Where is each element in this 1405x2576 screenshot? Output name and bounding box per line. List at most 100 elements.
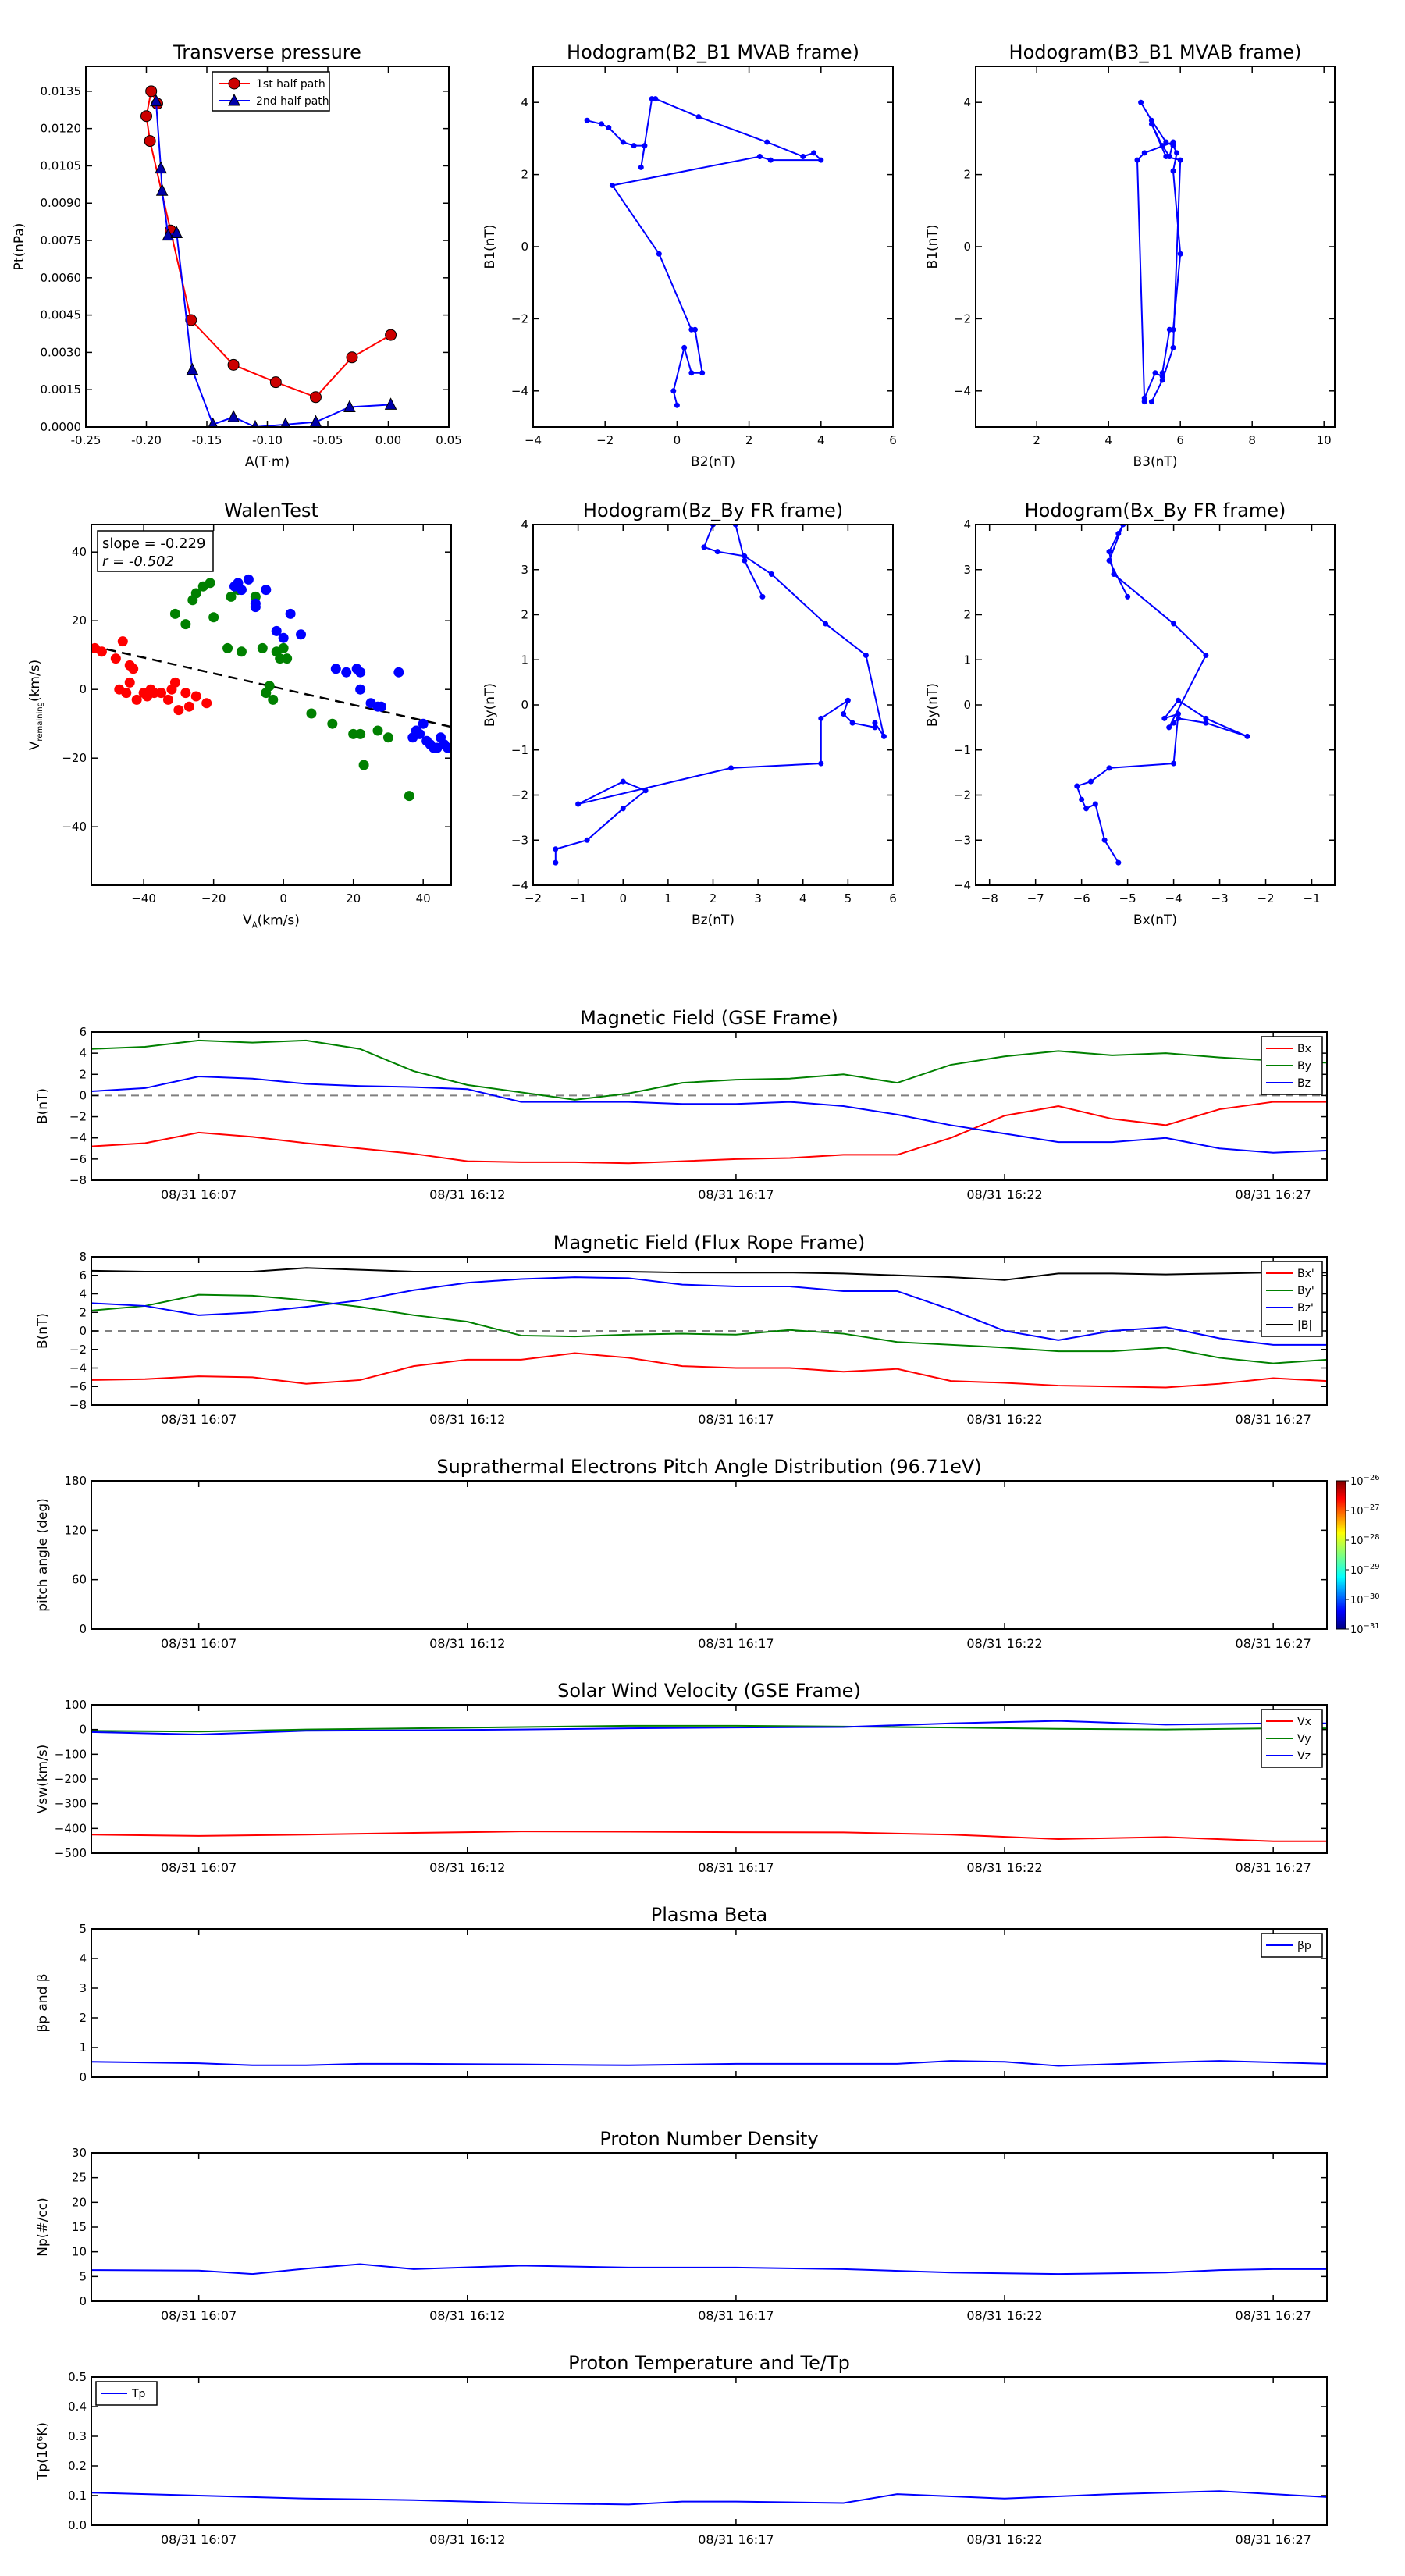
x-tick-label-5: −5	[1119, 891, 1136, 906]
data-point-3	[330, 664, 341, 674]
data-point-5	[1125, 593, 1131, 600]
data-point-3	[355, 684, 366, 695]
legend-label: Bz'	[1297, 1302, 1314, 1315]
x-axis-label-4: Bz(nT)	[692, 913, 735, 928]
data-point-1	[767, 157, 774, 163]
plot-frame-12	[91, 2376, 1328, 2526]
y-tick-label-5: 4	[963, 518, 971, 532]
data-point-3	[173, 705, 184, 716]
y-tick-label-7: 0	[79, 1324, 87, 1338]
data-point-1	[764, 139, 770, 145]
data-point-5	[1175, 715, 1181, 721]
data-point-2	[1148, 399, 1154, 405]
data-point-4	[845, 697, 851, 703]
data-point-4	[818, 715, 824, 721]
x-tick-label-0: 0.05	[436, 433, 461, 447]
x-tick-label-3: −20	[201, 891, 226, 906]
data-point-2	[1177, 157, 1183, 163]
data-point-2	[1141, 399, 1147, 405]
y-tick-label-10: 1	[79, 2041, 87, 2055]
panel-11: Proton Number Density 08/31 16:07 08/31 16…	[35, 2128, 1328, 2323]
time-tick-label: 08/31 16:17	[698, 1412, 774, 1427]
data-point-2	[1170, 168, 1176, 174]
data-point-4	[849, 720, 855, 726]
data-point-4	[701, 544, 707, 550]
x-tick-label-2: 10	[1317, 433, 1332, 447]
y-tick-label-6: 6	[79, 1025, 87, 1039]
data-point-4	[818, 760, 824, 767]
y-tick-label-11: 20	[72, 2195, 87, 2209]
time-tick-label: 08/31 16:12	[429, 1412, 505, 1427]
data-point-0	[170, 226, 183, 238]
data-point-1	[620, 139, 626, 145]
y-tick-label-5: −3	[954, 833, 971, 847]
data-point-0	[140, 110, 152, 123]
y-axis-label-2: B1(nT)	[925, 225, 941, 269]
data-point-4	[841, 711, 847, 717]
panel-title-3: WalenTest	[224, 500, 318, 521]
data-point-5	[1106, 557, 1112, 564]
data-point-3	[180, 619, 191, 630]
y-tick-label-0: 0.0135	[41, 84, 82, 98]
y-tick-label-4: −2	[511, 788, 528, 802]
legend-label: Vz	[1297, 1750, 1311, 1763]
data-point-5	[1087, 778, 1094, 785]
data-point-3	[131, 694, 142, 705]
x-tick-label-4: 4	[799, 891, 807, 906]
y-tick-label-7: −6	[69, 1379, 87, 1393]
y-axis-label-6: B(nT)	[35, 1088, 51, 1124]
colorbar-tick-label: 10−26	[1350, 1474, 1380, 1488]
y-tick-label-6: −2	[69, 1110, 87, 1124]
plot-area-12	[91, 2490, 1327, 2506]
data-point-3	[190, 588, 201, 599]
data-point-1	[692, 326, 698, 333]
data-point-5	[1083, 806, 1090, 812]
y-axis-label-1: B1(nT)	[482, 225, 498, 269]
data-point-0	[155, 183, 169, 196]
y-tick-label-6: −8	[69, 1173, 87, 1187]
y-tick-label-8: 0	[79, 1622, 87, 1636]
y-tick-label-0: 0.0090	[41, 196, 82, 210]
y-tick-label-5: 2	[963, 608, 971, 622]
series-line-Vx	[91, 1831, 1327, 1842]
data-point-3	[250, 602, 261, 613]
x-tick-label-4: 2	[710, 891, 717, 906]
time-tick-label: 08/31 16:22	[966, 1412, 1042, 1427]
data-point-1	[642, 143, 648, 149]
data-point-0	[280, 417, 290, 427]
x-tick-label-0: -0.05	[313, 433, 343, 447]
y-tick-label-9: 100	[64, 1698, 87, 1712]
data-point-3	[264, 681, 275, 692]
data-point-5	[1175, 711, 1181, 717]
y-tick-label-12: 0.1	[68, 2489, 87, 2503]
series-line-Bx	[91, 1101, 1327, 1165]
x-tick-label-0: -0.20	[131, 433, 162, 447]
data-point-3	[96, 646, 107, 657]
data-point-3	[327, 718, 338, 729]
panel-7: Magnetic Field (Flux Rope Frame) 08/31 16…	[35, 1232, 1328, 1427]
y-tick-label-4: 3	[521, 563, 528, 577]
data-point-1	[670, 388, 677, 394]
y-tick-label-5: −2	[954, 788, 971, 802]
data-point-5	[1166, 724, 1172, 731]
panel-title-5: Hodogram(Bx_By FR frame)	[1025, 500, 1286, 521]
data-point-4	[620, 778, 626, 785]
data-point-3	[296, 629, 307, 640]
data-point-0	[185, 314, 197, 326]
series-line-0-0	[145, 88, 392, 398]
x-tick-label-2: 2	[1033, 433, 1040, 447]
y-tick-label-10: 3	[79, 1981, 87, 1995]
y-tick-label-10: 0	[79, 2070, 87, 2084]
data-point-0	[385, 329, 397, 341]
data-point-2	[1152, 370, 1158, 376]
series-line-5-0	[1076, 525, 1248, 863]
data-point-5	[1171, 720, 1177, 726]
series-line-Vy	[91, 1724, 1327, 1733]
y-tick-label-4: −1	[511, 743, 528, 757]
data-point-3	[190, 691, 201, 702]
data-point-1	[681, 344, 688, 350]
data-point-5	[1106, 765, 1112, 771]
time-tick-label: 08/31 16:27	[1236, 1412, 1311, 1427]
data-point-0	[227, 410, 240, 422]
y-tick-label-0: 0.0045	[41, 308, 82, 322]
